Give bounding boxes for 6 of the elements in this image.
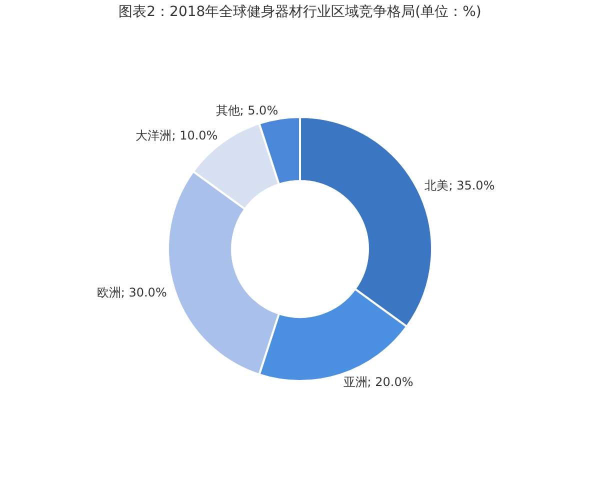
slice-label: 大洋洲; 10.0% [136, 128, 218, 143]
slice-label: 北美; 35.0% [424, 178, 495, 192]
slice-label: 亚洲; 20.0% [343, 375, 414, 390]
slice-label: 欧洲; 30.0% [96, 285, 167, 300]
chart-title: 图表2：2018年全球健身器材行业区域竞争格局(单位：%) [118, 4, 482, 20]
slice-label: 其他; 5.0% [216, 104, 278, 118]
